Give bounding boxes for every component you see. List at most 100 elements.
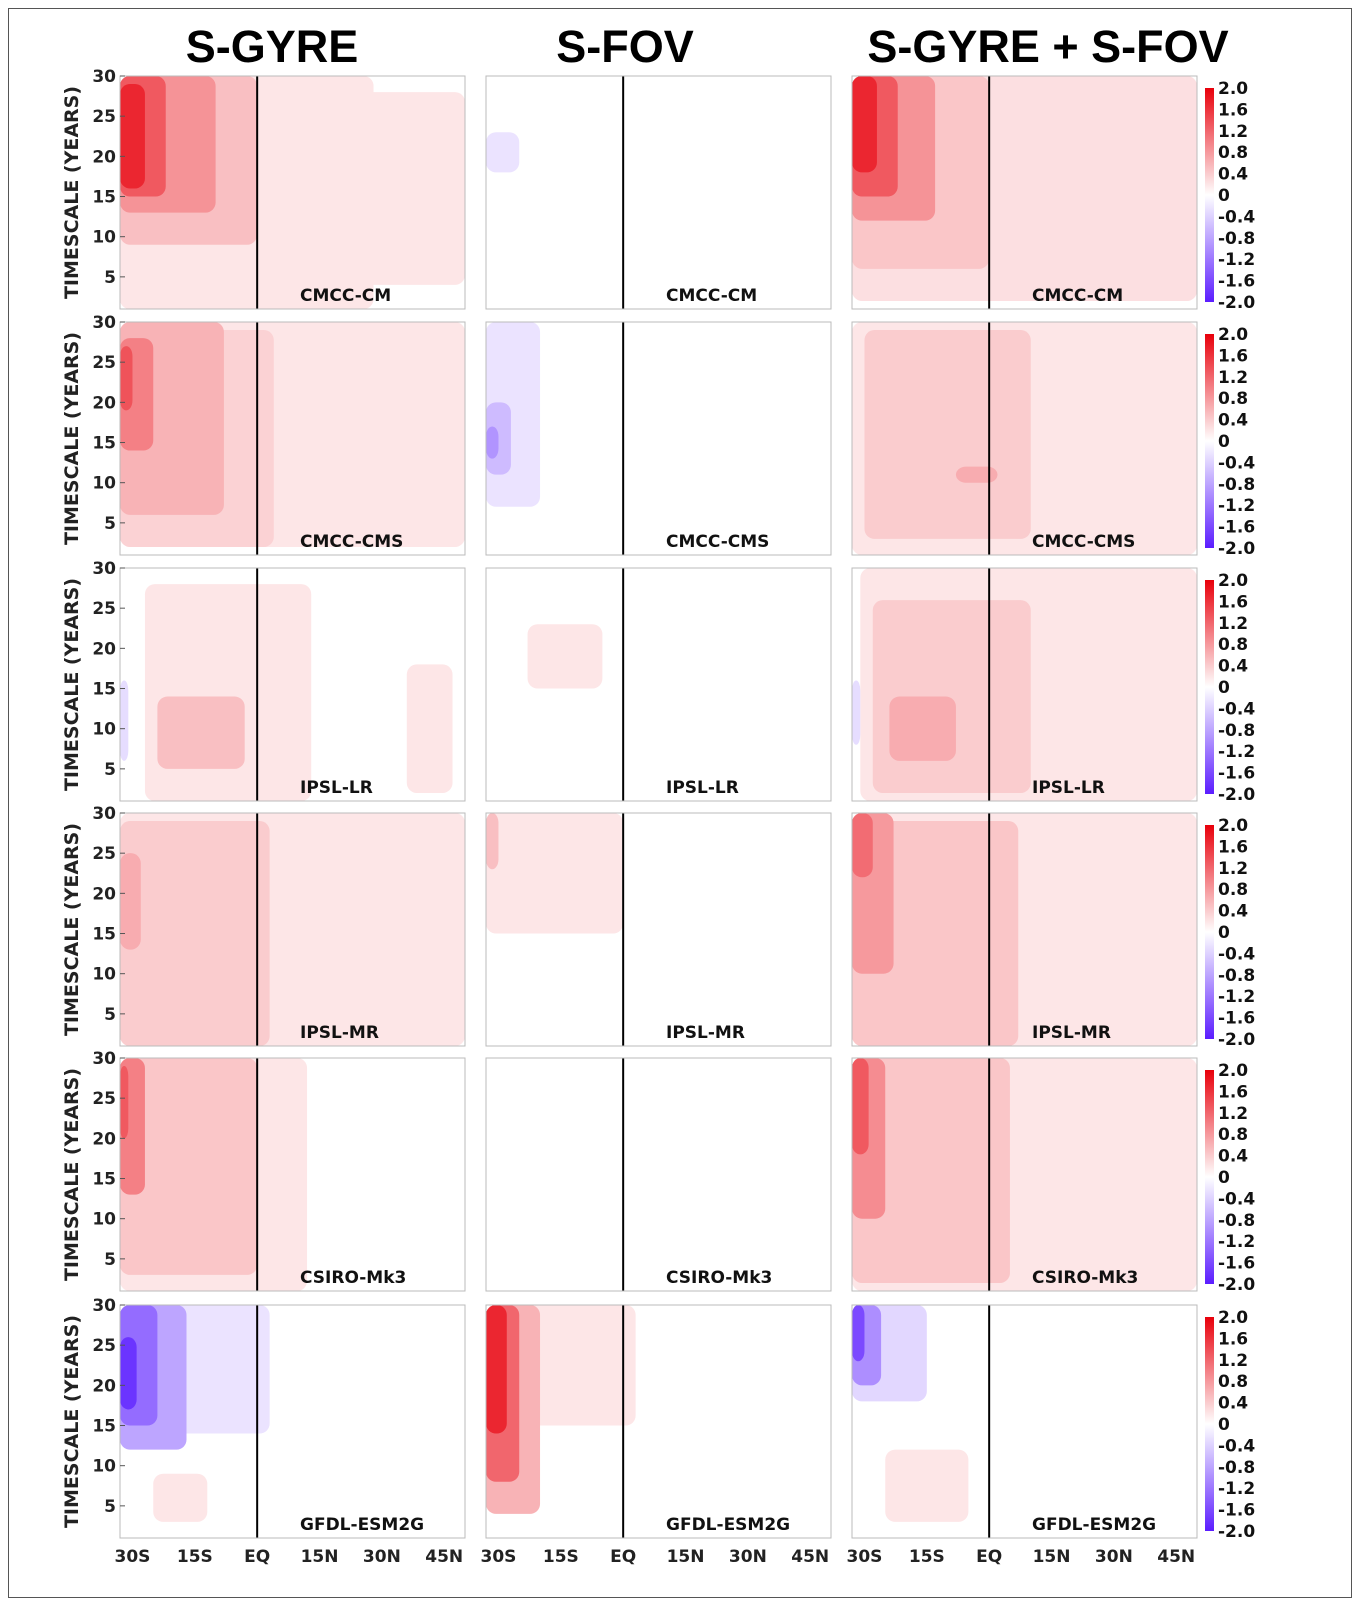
y-tick-label: 20	[92, 639, 116, 659]
colorbar-tick-label: 2.0	[1218, 1308, 1248, 1328]
panel	[486, 813, 831, 1046]
y-tick-label: 25	[92, 599, 116, 619]
colorbar-tick-label: 0.4	[1218, 902, 1248, 922]
colorbar-tick-label: 2.0	[1218, 325, 1248, 345]
panel-border	[485, 812, 832, 1047]
contour-region	[120, 1058, 258, 1275]
contour-region	[120, 821, 270, 1046]
model-label: CMCC-CMS	[1032, 532, 1135, 552]
y-axis-label: TIMESCALE (YEARS)	[61, 332, 83, 545]
colorbar-tick-label: -2.0	[1218, 1522, 1255, 1542]
contour-region	[120, 84, 145, 189]
panel	[852, 1058, 1197, 1291]
contour-region	[852, 1058, 869, 1155]
y-axis-label: TIMESCALE (YEARS)	[61, 1315, 83, 1528]
colorbar-tick-label: 1.2	[1218, 1351, 1248, 1371]
colorbar-tick-label: 0	[1218, 186, 1230, 206]
column-title: S-FOV	[556, 21, 694, 72]
colorbar-tick-label: -0.4	[1218, 1189, 1255, 1209]
contour-region	[852, 1058, 1010, 1283]
colorbar-tick-label: 0.4	[1218, 411, 1248, 431]
panel	[852, 1305, 1197, 1538]
y-tick-label: 5	[104, 1250, 116, 1270]
colorbar-tick-label: 0.8	[1218, 880, 1248, 900]
model-label: IPSL-MR	[666, 1023, 745, 1043]
colorbar-tick-label: 0	[1218, 1168, 1230, 1188]
colorbar-tick-label: 0.8	[1218, 1125, 1248, 1145]
model-label: GFDL-ESM2G	[300, 1515, 424, 1535]
colorbar-tick-label: -0.8	[1218, 475, 1255, 495]
model-label: IPSL-LR	[1032, 778, 1105, 798]
colorbar-tick-label: 1.6	[1218, 100, 1248, 120]
colorbar-tick-label: 0.4	[1218, 1394, 1248, 1414]
colorbar-tick-label: -1.6	[1218, 1501, 1255, 1521]
y-tick-label: 10	[92, 1457, 116, 1477]
colorbar-tick-label: 0.8	[1218, 389, 1248, 409]
colorbar-tick-label: 1.2	[1218, 122, 1248, 142]
model-label: IPSL-LR	[666, 778, 739, 798]
colorbar-tick-label: 1.6	[1218, 1082, 1248, 1102]
y-axis-label: TIMESCALE (YEARS)	[61, 823, 83, 1036]
contour-region	[527, 624, 603, 689]
y-tick-label: 5	[104, 1005, 116, 1025]
y-tick-label: 30	[92, 313, 116, 333]
x-tick-label: 30S	[481, 1547, 517, 1567]
colorbar-tick-label: 0	[1218, 678, 1230, 698]
colorbar-tick-label: -1.2	[1218, 987, 1255, 1007]
model-label: CSIRO-Mk3	[666, 1268, 772, 1288]
y-axis-label: TIMESCALE (YEARS)	[61, 578, 83, 791]
panel	[120, 813, 465, 1046]
contour-region	[120, 853, 141, 950]
y-tick-label: 5	[104, 760, 116, 780]
contour-region	[406, 664, 453, 793]
contour-region	[864, 330, 1031, 539]
panel	[120, 76, 465, 309]
model-label: CMCC-CMS	[666, 532, 769, 552]
y-tick-label: 30	[92, 1296, 116, 1316]
colorbar-tick-label: -2.0	[1218, 785, 1255, 805]
colorbar-tick-label: -1.6	[1218, 518, 1255, 538]
y-tick-label: 10	[92, 965, 116, 985]
y-tick-label: 20	[92, 147, 116, 167]
model-label: CMCC-CMS	[300, 532, 403, 552]
contour-region	[486, 813, 499, 870]
panel	[852, 813, 1197, 1046]
colorbar-tick-label: 0.8	[1218, 143, 1248, 163]
colorbar-tick-label: -1.2	[1218, 1232, 1255, 1252]
x-tick-label: 15S	[543, 1547, 579, 1567]
panel	[486, 76, 831, 309]
x-tick-label: 15N	[667, 1547, 705, 1567]
y-tick-label: 25	[92, 107, 116, 127]
x-tick-label: 30S	[115, 1547, 151, 1567]
colorbar-tick-label: -0.4	[1218, 1436, 1255, 1456]
colorbar-tick-label: 0	[1218, 1415, 1230, 1435]
colorbar-tick-label: -1.6	[1218, 1009, 1255, 1029]
x-tick-label: 45N	[1157, 1547, 1195, 1567]
panel-border	[119, 1304, 466, 1539]
colorbar	[1205, 1317, 1214, 1531]
y-tick-label: 15	[92, 1170, 116, 1190]
model-label: IPSL-MR	[300, 1023, 379, 1043]
x-tick-label: 45N	[791, 1547, 829, 1567]
y-tick-label: 20	[92, 393, 116, 413]
x-tick-label: EQ	[976, 1547, 1002, 1567]
panel-border	[851, 1057, 1198, 1292]
colorbar-tick-label: 0.8	[1218, 635, 1248, 655]
model-label: GFDL-ESM2G	[666, 1515, 790, 1535]
y-tick-label: 30	[92, 67, 116, 87]
colorbar-tick-label: -0.4	[1218, 699, 1255, 719]
panel-border	[119, 567, 466, 802]
y-tick-label: 20	[92, 1376, 116, 1396]
contour-region	[889, 696, 956, 761]
colorbar-tick-label: -2.0	[1218, 539, 1255, 559]
colorbar-tick-label: 0.4	[1218, 1147, 1248, 1167]
model-label: CMCC-CM	[300, 286, 391, 306]
panel	[486, 1305, 831, 1538]
colorbar-tick-label: 0	[1218, 432, 1230, 452]
y-tick-label: 25	[92, 353, 116, 373]
y-axis-label: TIMESCALE (YEARS)	[61, 1068, 83, 1281]
y-tick-label: 5	[104, 268, 116, 288]
contour-region	[157, 696, 245, 769]
colorbar-tick-label: -0.8	[1218, 966, 1255, 986]
colorbar-tick-label: -0.8	[1218, 229, 1255, 249]
